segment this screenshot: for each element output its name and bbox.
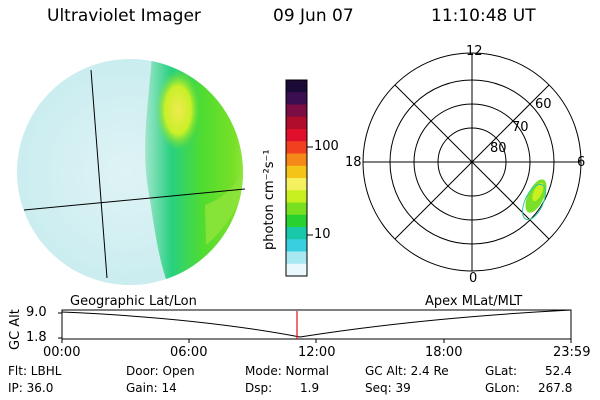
gc-alt-axis-title: GC Alt bbox=[8, 309, 23, 350]
earth-image bbox=[17, 59, 246, 285]
status-gc-alt: GC Alt: 2.4 Re bbox=[365, 364, 449, 378]
lat-label-70: 70 bbox=[512, 120, 529, 135]
colorbar-segment bbox=[286, 239, 307, 253]
status-flt: Flt: LBHL bbox=[8, 364, 62, 378]
mlt-label-12: 12 bbox=[466, 44, 483, 59]
status-gain: Gain: 14 bbox=[126, 381, 177, 395]
xtick-1800: 18:00 bbox=[425, 345, 463, 360]
polar-plot bbox=[362, 52, 582, 272]
geo-latlon-label: Geographic Lat/Lon bbox=[70, 294, 197, 309]
ytick-1-8: 1.8 bbox=[26, 330, 47, 345]
altitude-plot bbox=[58, 309, 572, 343]
colorbar-segment bbox=[286, 104, 307, 118]
xtick-1200: 12:00 bbox=[298, 345, 336, 360]
colorbar-segment bbox=[286, 165, 307, 179]
colorbar-segment bbox=[286, 202, 307, 216]
colorbar-frame bbox=[285, 79, 308, 277]
lat-label-80: 80 bbox=[490, 141, 507, 156]
status-door: Door: Open bbox=[126, 364, 195, 378]
status-dsp-value: 1.9 bbox=[300, 381, 320, 395]
mlt-label-18: 18 bbox=[345, 155, 362, 170]
altitude-curve bbox=[61, 309, 572, 338]
colorbar-segment bbox=[286, 178, 307, 191]
colorbar-tick-10: 10 bbox=[314, 227, 331, 242]
colorbar-segment bbox=[286, 80, 307, 93]
colorbar-segment bbox=[286, 214, 307, 228]
polar-aurora-spot bbox=[522, 179, 547, 221]
colorbar-segment bbox=[286, 153, 307, 167]
status-glat-label: GLat: bbox=[485, 364, 518, 378]
colorbar-unit-label: photon cm⁻²s⁻¹ bbox=[262, 149, 277, 250]
instrument-title: Ultraviolet Imager bbox=[47, 6, 201, 26]
status-mode: Mode: Normal bbox=[245, 364, 329, 378]
colorbar-tick-100: 100 bbox=[314, 139, 339, 154]
xtick-2359: 23:59 bbox=[553, 345, 591, 360]
date-label: 09 Jun 07 bbox=[273, 6, 354, 26]
colorbar-segment bbox=[286, 116, 307, 130]
longitude-line bbox=[90, 69, 108, 279]
xtick-0600: 06:00 bbox=[170, 345, 208, 360]
colorbar-segment bbox=[286, 227, 307, 240]
status-dsp-label: Dsp: bbox=[245, 381, 273, 395]
colorbar-segment bbox=[286, 129, 307, 142]
status-glat-value: 52.4 bbox=[545, 364, 572, 378]
status-glon-value: 267.8 bbox=[538, 381, 573, 395]
xtick-0000: 00:00 bbox=[43, 345, 81, 360]
status-ip: IP: 36.0 bbox=[8, 381, 54, 395]
colorbar-segment bbox=[286, 263, 307, 277]
status-seq: Seq: 39 bbox=[365, 381, 411, 395]
ytick-9: 9.0 bbox=[26, 305, 47, 320]
colorbar-segment bbox=[286, 190, 307, 204]
time-label: 11:10:48 UT bbox=[431, 6, 536, 26]
mlt-label-6: 6 bbox=[577, 155, 586, 170]
latitude-line bbox=[23, 188, 246, 211]
aurora-hotspot bbox=[156, 70, 200, 150]
colorbar-segment bbox=[286, 92, 307, 106]
lat-label-60: 60 bbox=[535, 97, 552, 112]
colorbar-segment bbox=[286, 141, 307, 155]
mlt-label-0: 0 bbox=[469, 271, 478, 286]
colorbar-segment bbox=[286, 251, 307, 265]
status-glon-label: GLon: bbox=[485, 381, 520, 395]
apex-mlat-label: Apex MLat/MLT bbox=[425, 294, 523, 309]
colorbar bbox=[285, 79, 308, 277]
